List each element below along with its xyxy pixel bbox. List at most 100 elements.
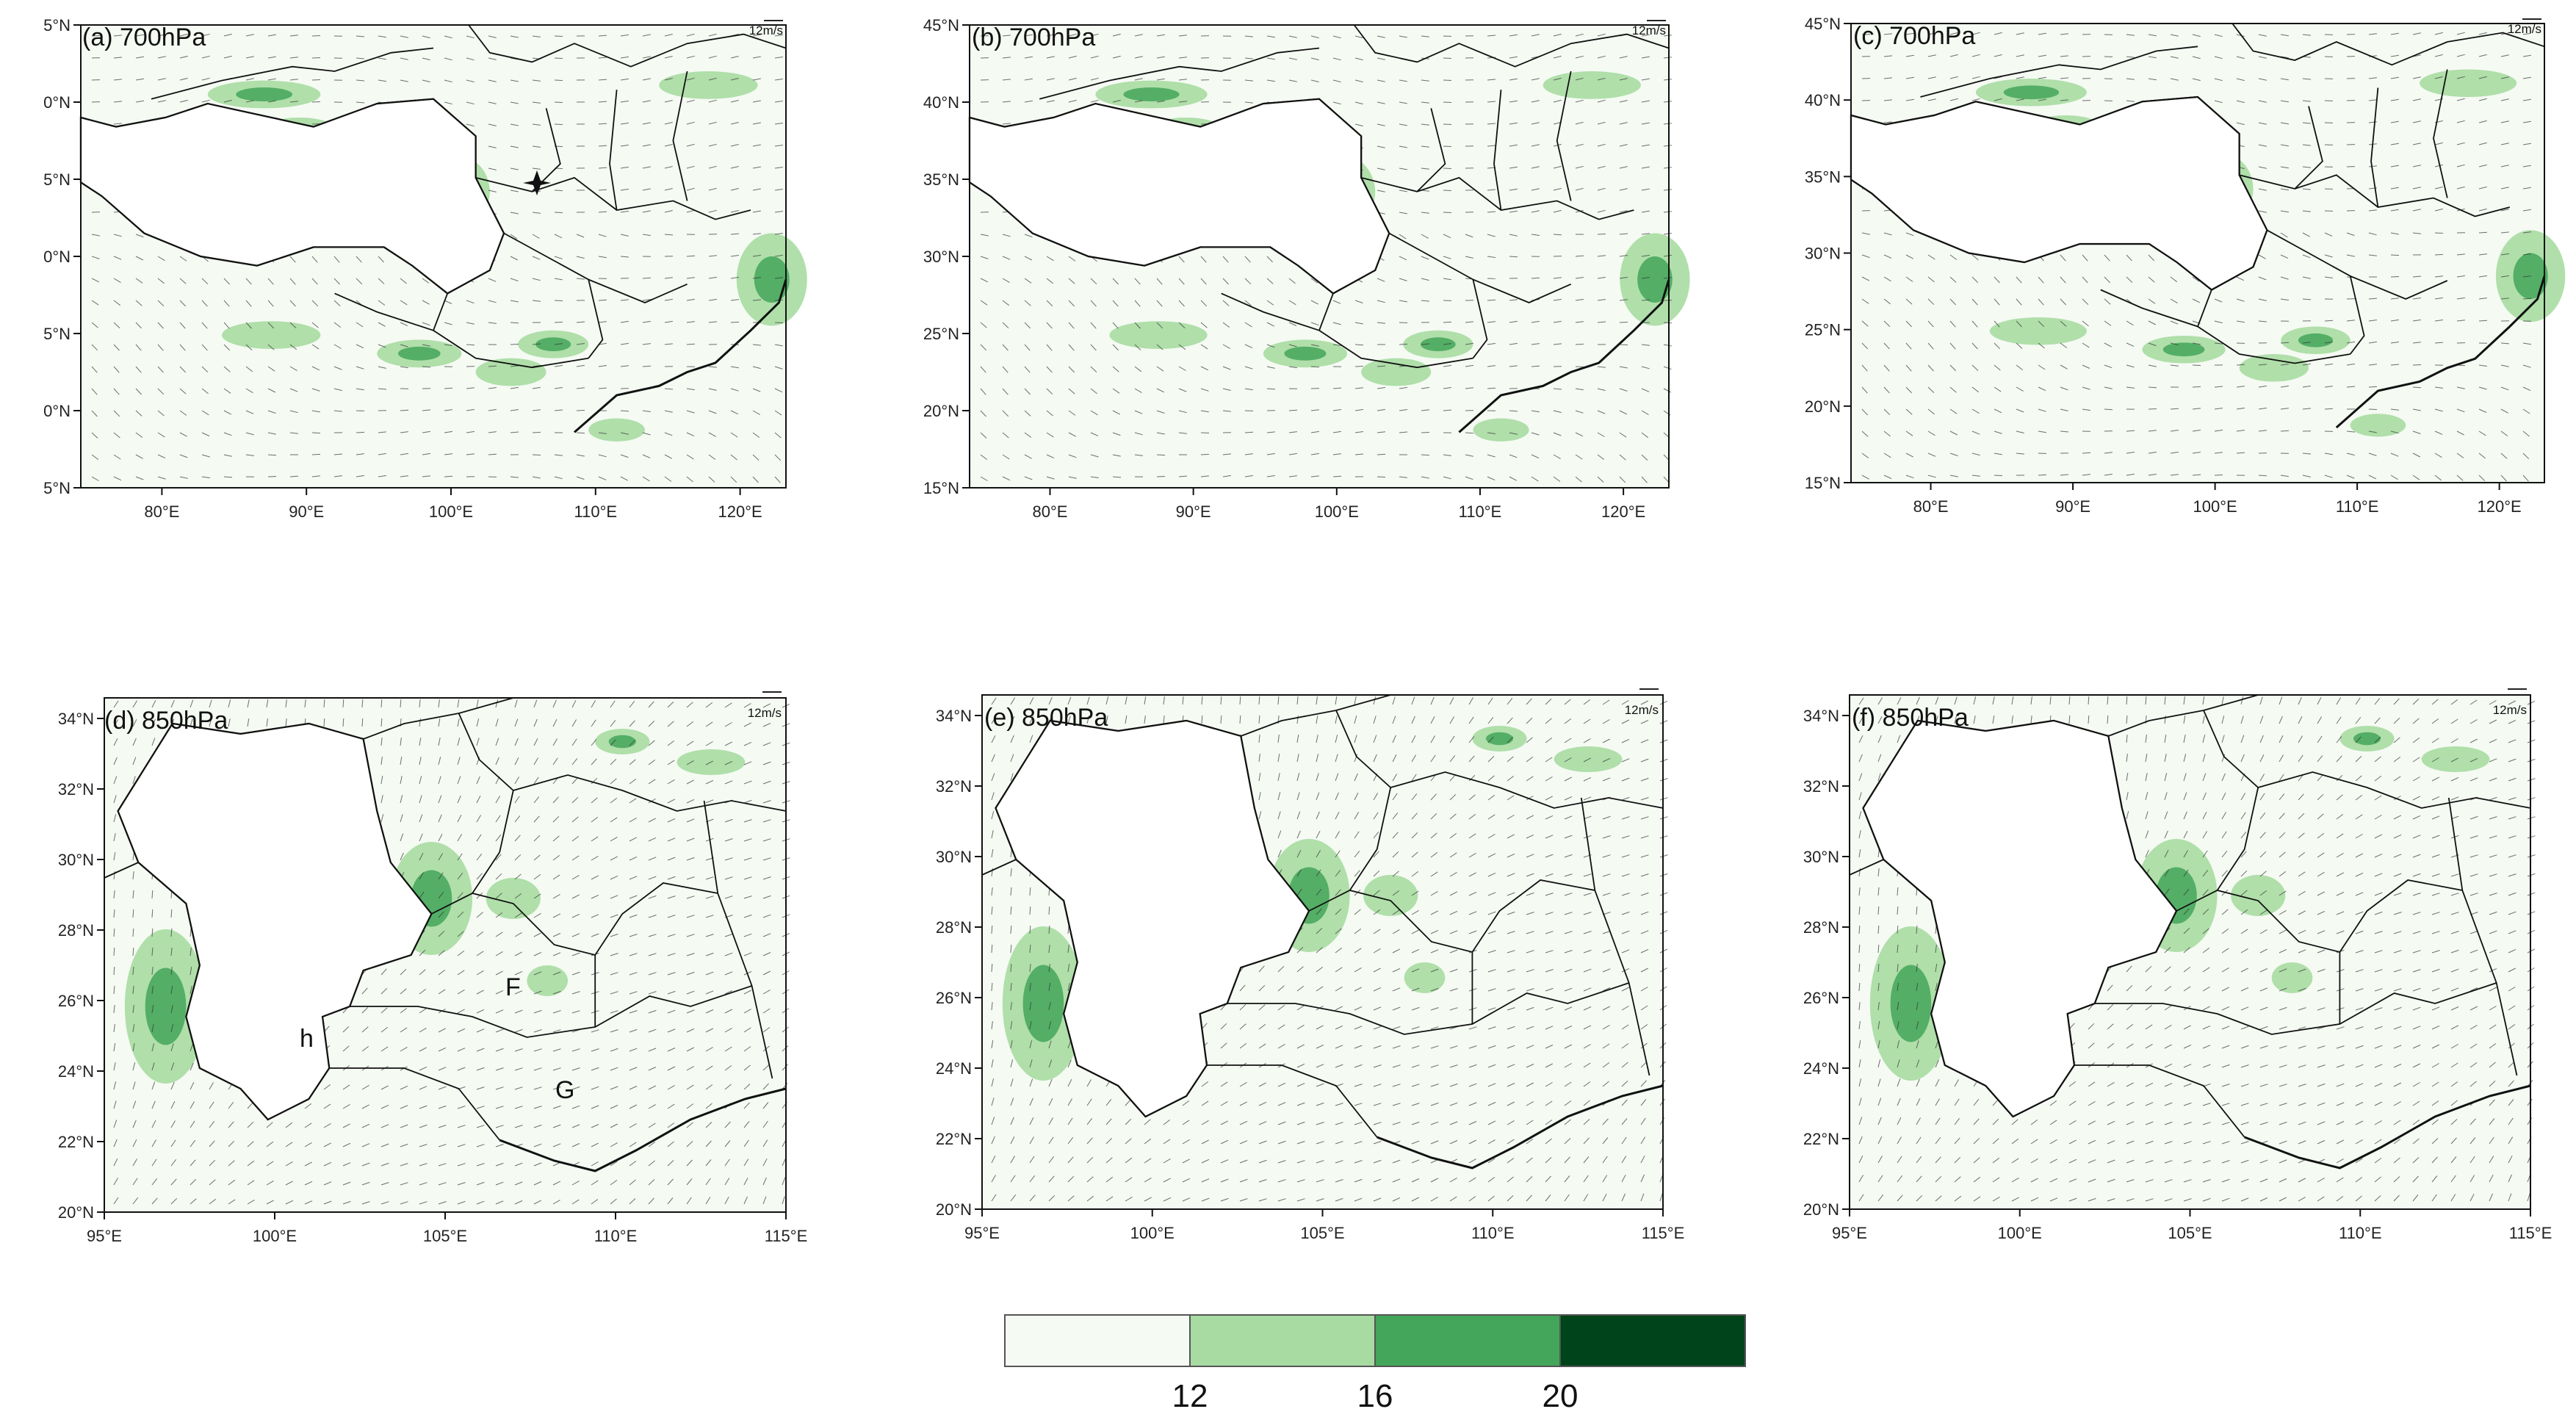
panel-e-wind-arrow xyxy=(1545,931,1554,934)
panel-c-wind-arrow xyxy=(2412,232,2421,234)
panel-f-wind-arrow xyxy=(2145,792,2149,801)
panel-c-wind-arrow xyxy=(2170,451,2179,454)
panel-d-wind-arrow xyxy=(762,952,771,956)
panel-e-wind-arrow xyxy=(1335,1103,1343,1106)
panel-c-speed-core xyxy=(2298,333,2334,347)
panel-a-wind-arrow xyxy=(708,454,716,460)
panel-d-wind-arrow xyxy=(533,1086,542,1090)
panel-a-wind-arrow xyxy=(532,300,541,302)
panel-a-wind-arrow xyxy=(598,387,607,389)
panel-e-wind-arrow xyxy=(1602,1062,1610,1068)
panel-e-wind-arrow xyxy=(1392,967,1401,973)
panel-d-wind-arrow xyxy=(667,1048,676,1052)
panel-c-wind-arrow xyxy=(2258,210,2267,213)
panel-a-wind-arrow xyxy=(774,410,782,416)
panel-b-wind-arrow xyxy=(1575,121,1584,125)
panel-e-wind-arrow xyxy=(1602,873,1611,877)
panel-e-wind-arrow xyxy=(1392,1122,1401,1125)
panel-d-wind-arrow xyxy=(380,987,388,995)
panel-b-speed-core xyxy=(1123,87,1180,101)
panel-d-wind-arrow xyxy=(610,758,617,765)
panel-b-wind-arrow xyxy=(1266,35,1275,38)
panel-a-wind-arrow xyxy=(135,234,144,238)
panel-d-wind-arrow xyxy=(419,989,427,995)
panel-f-wind-arrow xyxy=(2183,986,2191,992)
panel-f-wind-arrow xyxy=(2088,1042,2095,1049)
panel-d-wind-arrow xyxy=(113,947,115,956)
panel-d-wind-arrow xyxy=(629,1028,638,1033)
panel-e-wind-arrow xyxy=(1487,1139,1496,1145)
panel-b-wind-arrow xyxy=(1509,166,1518,169)
panel-a-wind-arrow xyxy=(466,453,475,455)
panel-d-wind-arrow xyxy=(457,989,465,995)
panel-b-wind-arrow xyxy=(1156,34,1165,37)
panel-e-wind-arrow xyxy=(1354,987,1363,992)
panel-e-wind-arrow xyxy=(1583,1175,1589,1183)
panel-b-wind-arrow xyxy=(1310,79,1319,83)
panel-b-wind-arrow xyxy=(1024,56,1033,59)
panel-d-wind-arrow xyxy=(686,1047,695,1052)
panel-c-wind-arrow xyxy=(2038,298,2044,306)
panel-d-wind-arrow xyxy=(629,1010,638,1014)
panel-d-wind-arrow xyxy=(648,837,657,842)
panel-b-wind-arrow xyxy=(1068,388,1075,394)
panel-f-wind-arrow xyxy=(1877,963,1880,973)
panel-b-wind-arrow xyxy=(1002,35,1011,37)
panel-e-wind-arrow xyxy=(1392,871,1399,877)
panel-f-wind-arrow xyxy=(2355,756,2362,763)
panel-e-wind-arrow xyxy=(1277,792,1281,801)
panel-c-wind-arrow xyxy=(2500,408,2508,414)
panel-f-wind-arrow xyxy=(2279,1045,2287,1049)
panel-d-wind-arrow xyxy=(648,798,656,804)
panel-d-wind-arrow xyxy=(571,1067,580,1071)
panel-a-wind-arrow xyxy=(333,366,342,370)
panel-a-wind-arrow xyxy=(400,79,408,82)
panel-c-wind-arrow xyxy=(2060,33,2068,35)
panel-f-wind-arrow xyxy=(2527,816,2536,820)
panel-a-wind-arrow xyxy=(223,300,230,307)
panel-d-wind-arrow xyxy=(419,1105,427,1109)
panel-d-wind-arrow xyxy=(762,876,771,880)
panel-d-wind-arrow xyxy=(762,742,771,746)
panel-f-wind-arrow xyxy=(1858,1021,1861,1030)
panel-e-wind-arrow xyxy=(1526,1045,1534,1049)
panel-a-wind-arrow xyxy=(223,55,232,59)
panel-a-wind-arrow xyxy=(730,476,737,483)
panel-b-wind-arrow xyxy=(1487,101,1496,103)
panel-d-wind-arrow xyxy=(724,895,733,899)
panel-c-wind-arrow xyxy=(2104,473,2113,476)
panel-d-wind-arrow xyxy=(495,699,499,708)
panel-c-wind-arrow xyxy=(1883,453,1891,458)
panel-b-wind-arrow xyxy=(1421,123,1429,126)
panel-e-wind-arrow xyxy=(1487,892,1496,896)
panel-d-wind-arrow xyxy=(419,1201,427,1205)
panel-b-wind-arrow xyxy=(1090,99,1099,103)
panel-e-wind-arrow xyxy=(1449,833,1457,839)
panel-d-wind-arrow xyxy=(400,757,403,765)
panel-c-wind-arrow xyxy=(2500,298,2509,300)
panel-e-wind-arrow xyxy=(1507,1195,1514,1202)
panel-d-wind-arrow xyxy=(610,1086,618,1090)
panel-e-province-border xyxy=(1240,694,1391,737)
panel-d-wind-arrow xyxy=(552,1200,560,1205)
panel-f-wind-arrow xyxy=(2450,738,2458,743)
panel-d-wind-arrow xyxy=(323,1142,331,1147)
panel-a-wind-arrow xyxy=(554,278,563,281)
panel-e-wind-arrow xyxy=(1048,1156,1055,1164)
panel-d-wind-arrow xyxy=(629,934,638,937)
panel-e-lon-label: 105°E xyxy=(1300,1224,1344,1242)
panel-f-wind-arrow xyxy=(2202,850,2208,858)
panel-c-wind-arrow xyxy=(2522,32,2531,35)
panel-f-wind-arrow xyxy=(2164,966,2171,973)
panel-e-wind-arrow xyxy=(1621,777,1630,782)
panel-b-wind-arrow xyxy=(1597,276,1606,279)
panel-b-wind-arrow xyxy=(1068,366,1075,373)
panel-c-lat-label: 40°N xyxy=(1805,91,1841,109)
panel-b-wind-arrow xyxy=(1222,366,1231,370)
panel-c-wind-arrow xyxy=(2456,76,2465,79)
panel-e-wind-arrow xyxy=(1564,1119,1571,1125)
panel-d-wind-arrow xyxy=(209,1120,215,1128)
panel-b-wind-arrow xyxy=(1377,167,1385,170)
panel-c-wind-arrow xyxy=(1883,342,1890,350)
panel-e-wind-arrow xyxy=(1182,1100,1190,1106)
